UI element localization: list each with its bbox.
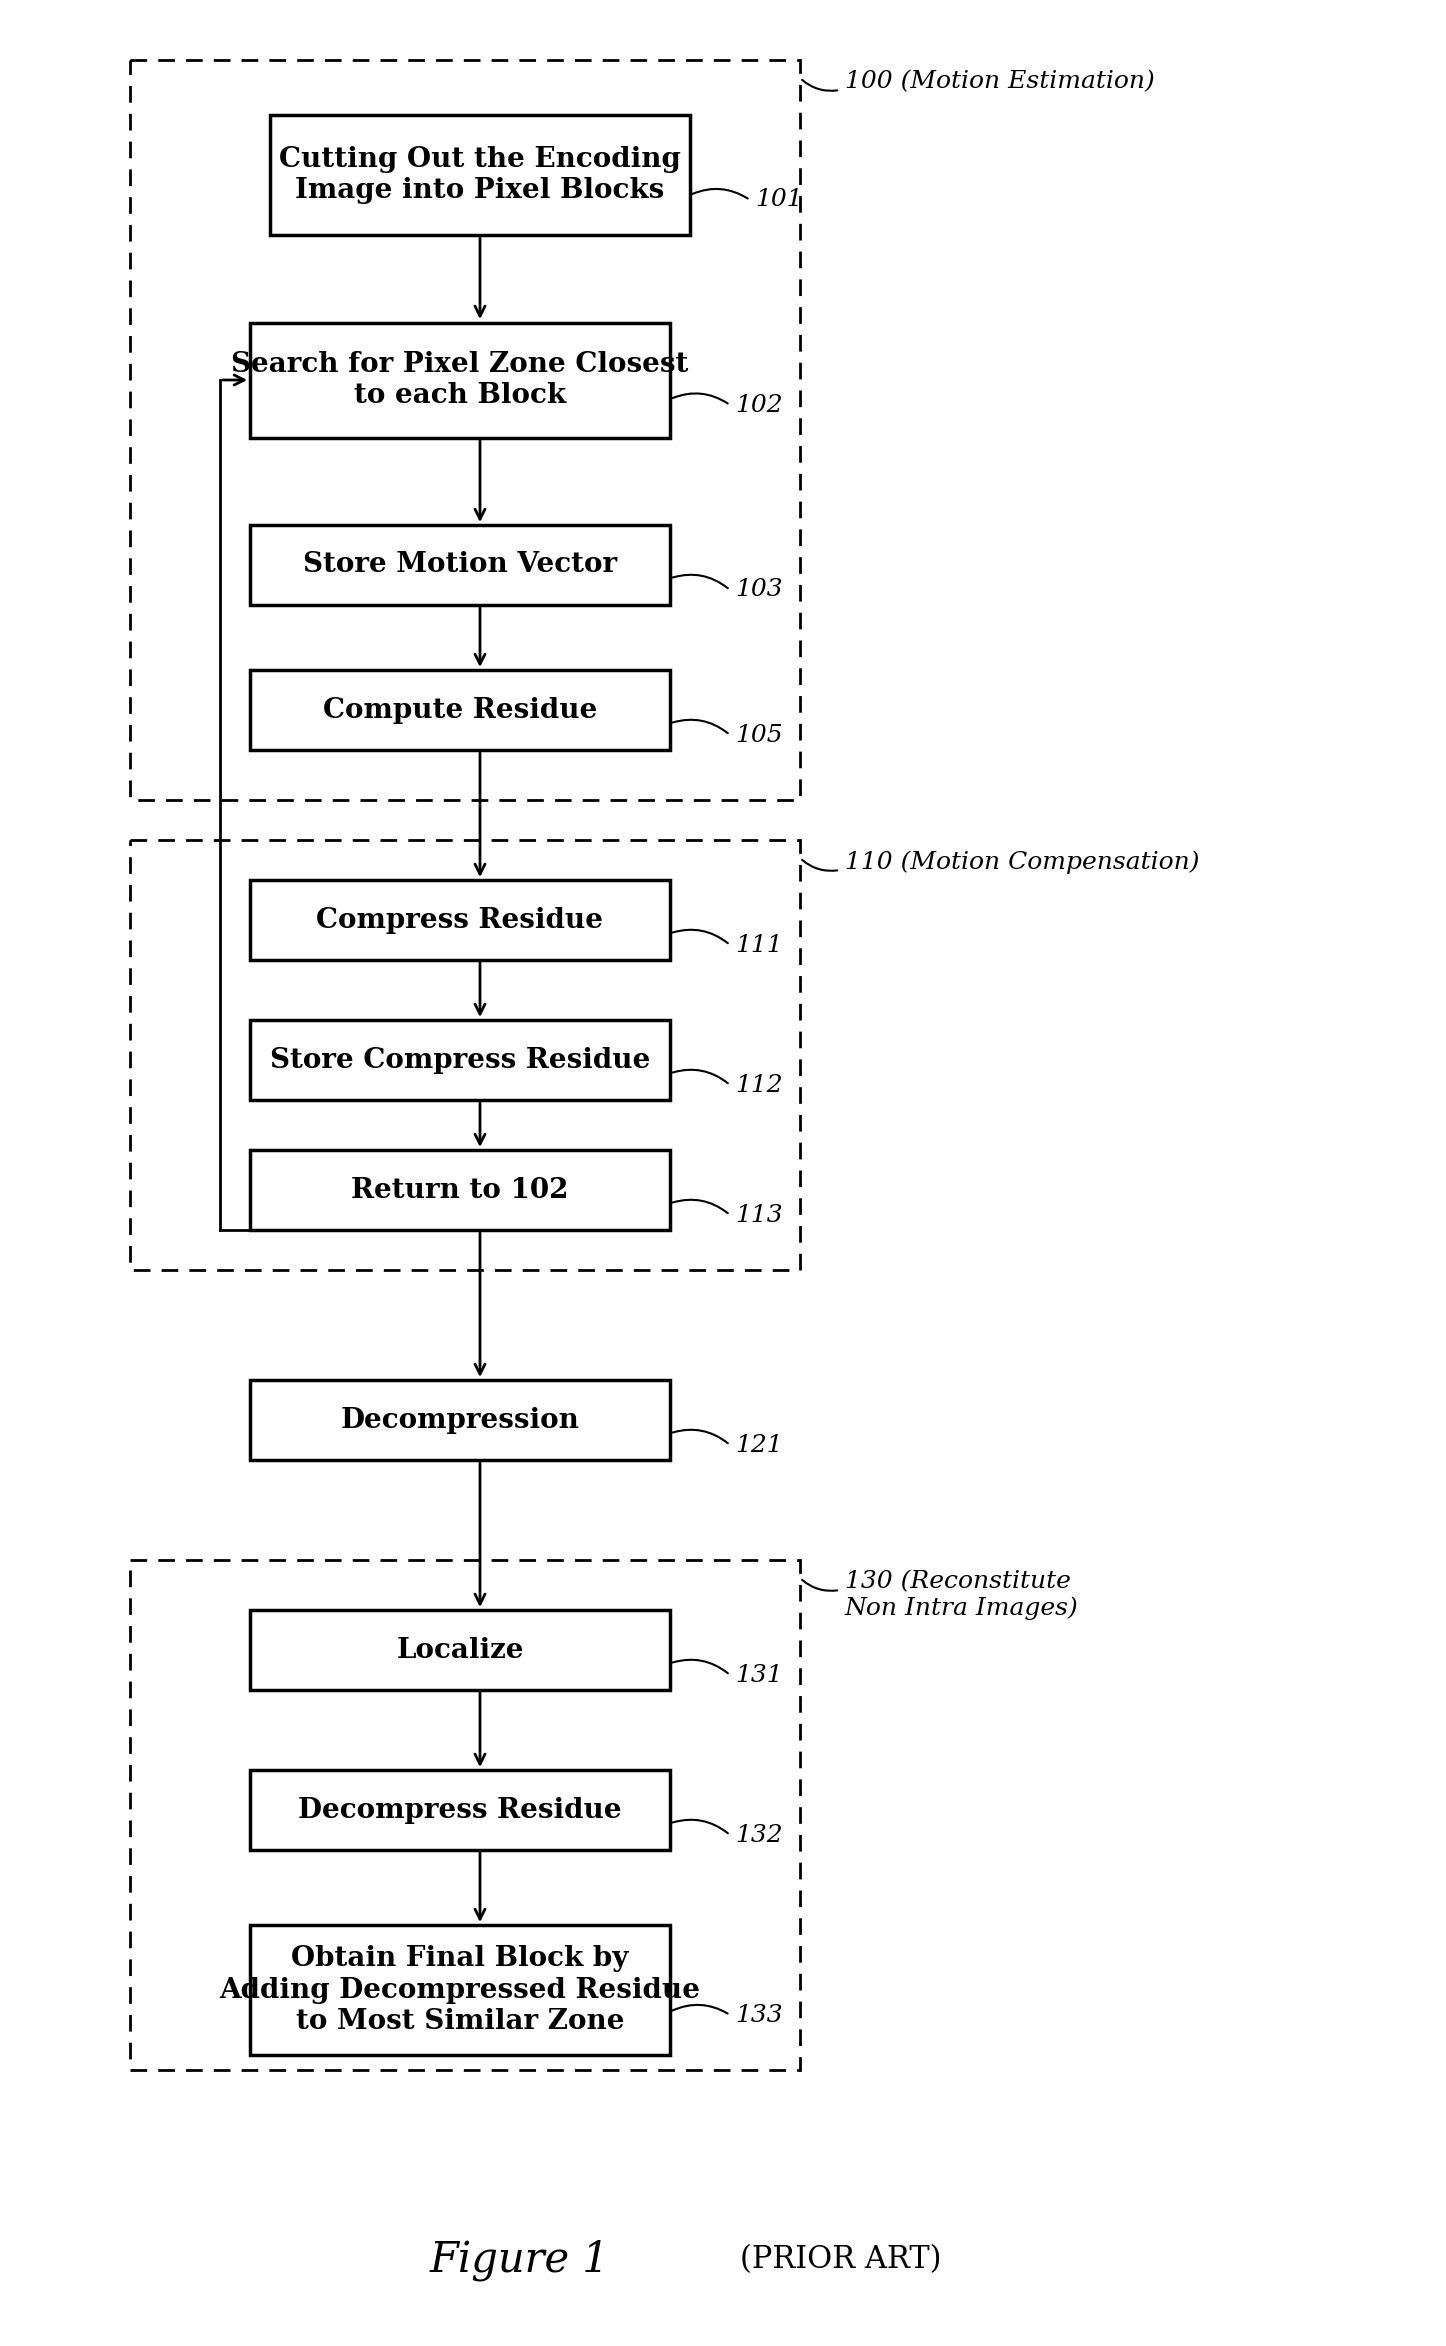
Bar [250,1021,669,1100]
Text: 111: 111 [735,934,782,957]
Bar [250,1150,669,1229]
Text: (PRIOR ART): (PRIOR ART) [740,2245,941,2276]
Bar [250,1609,669,1689]
Text: 133: 133 [735,2003,782,2027]
Text: Obtain Final Block by
Adding Decompressed Residue
to Most Similar Zone: Obtain Final Block by Adding Decompresse… [220,1945,700,2034]
Bar [250,1379,669,1459]
Text: Search for Pixel Zone Closest
to each Block: Search for Pixel Zone Closest to each Bl… [231,352,688,408]
Bar [250,526,669,605]
Text: Compute Residue: Compute Residue [322,697,597,723]
Text: 131: 131 [735,1663,782,1687]
Bar [250,321,669,436]
Bar [250,671,669,751]
Text: Decompression: Decompression [341,1408,580,1433]
Text: Return to 102: Return to 102 [351,1175,568,1203]
Text: Store Motion Vector: Store Motion Vector [304,551,617,579]
Text: Cutting Out the Encoding
Image into Pixel Blocks: Cutting Out the Encoding Image into Pixe… [279,145,681,204]
Text: 121: 121 [735,1433,782,1457]
Text: Store Compress Residue: Store Compress Residue [270,1046,651,1074]
Bar [250,1769,669,1851]
Bar [250,880,669,960]
Text: 110 (Motion Compensation): 110 (Motion Compensation) [844,849,1200,873]
Text: Compress Residue: Compress Residue [317,906,603,934]
Text: 105: 105 [735,723,782,746]
Bar [130,840,800,1269]
Text: Decompress Residue: Decompress Residue [298,1797,622,1823]
Bar [130,61,800,800]
Text: 102: 102 [735,394,782,418]
Text: Figure 1: Figure 1 [429,2238,610,2280]
Text: 112: 112 [735,1074,782,1096]
Bar [250,1926,669,2055]
Bar [130,1560,800,2069]
Text: 113: 113 [735,1203,782,1227]
Text: 130 (Reconstitute
Non Intra Images): 130 (Reconstitute Non Intra Images) [844,1569,1079,1621]
Bar [270,115,690,235]
Text: 101: 101 [755,188,803,211]
Text: 103: 103 [735,579,782,601]
Text: 132: 132 [735,1823,782,1846]
Text: 100 (Motion Estimation): 100 (Motion Estimation) [844,70,1155,94]
Text: Localize: Localize [396,1638,523,1663]
